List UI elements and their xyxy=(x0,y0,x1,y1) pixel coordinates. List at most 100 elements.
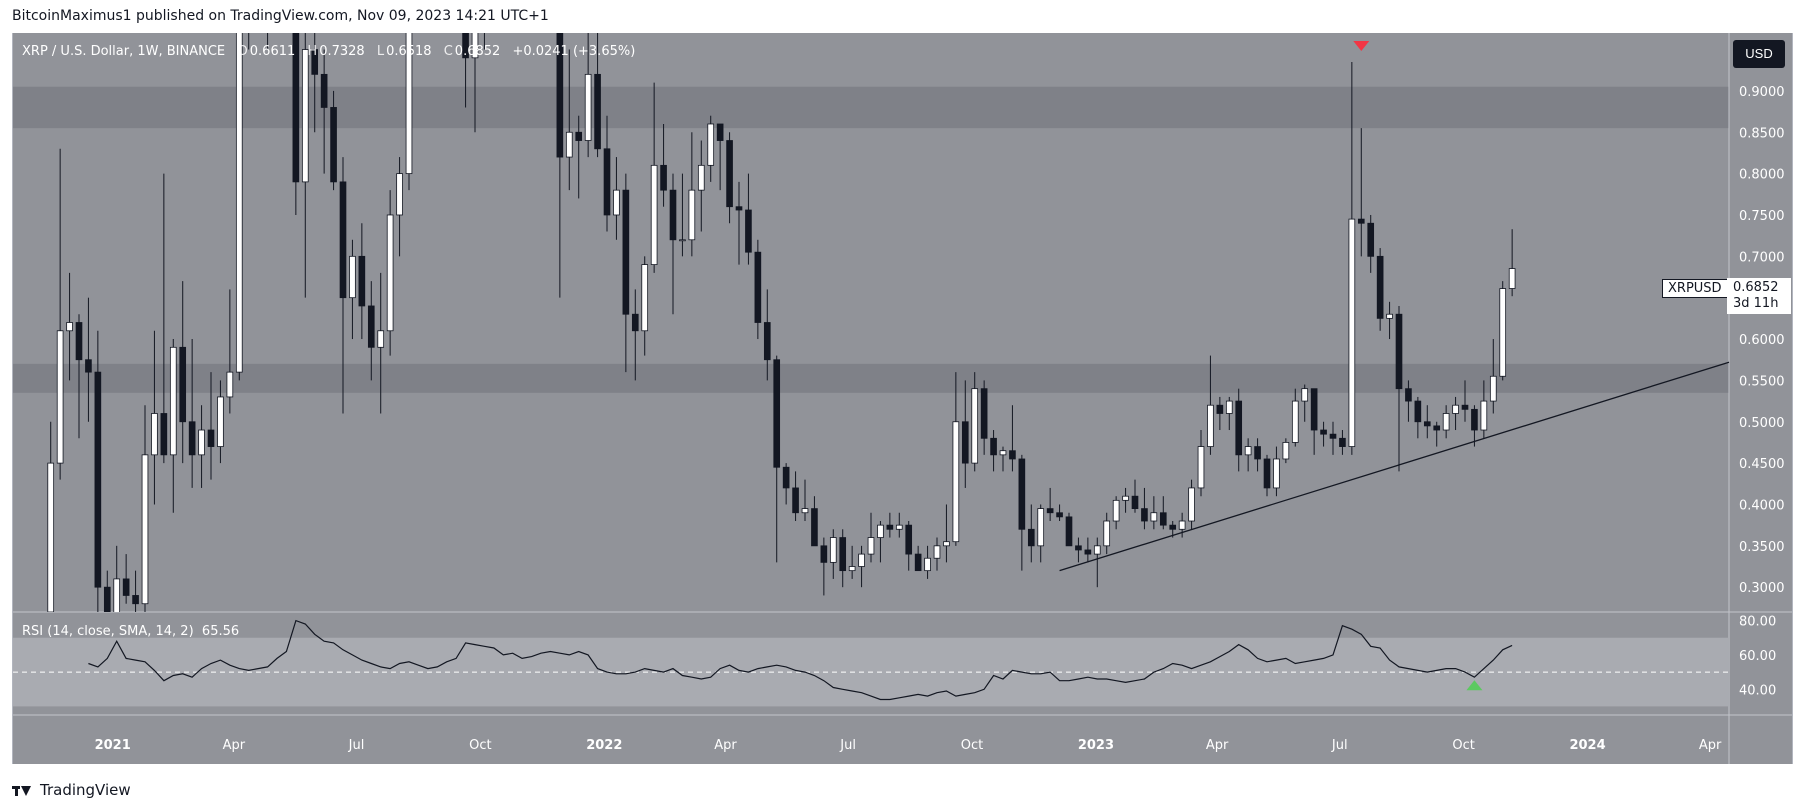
candle-81[interactable] xyxy=(792,487,799,514)
candle-20[interactable] xyxy=(217,396,224,447)
candle-33[interactable] xyxy=(339,181,347,299)
candle-121[interactable] xyxy=(1169,524,1177,530)
candle-143[interactable] xyxy=(1376,255,1384,319)
candle-60[interactable] xyxy=(594,73,601,150)
candle-87[interactable] xyxy=(848,566,856,572)
candle-66[interactable] xyxy=(650,164,658,265)
candle-123[interactable] xyxy=(1188,487,1195,522)
candle-76[interactable] xyxy=(745,209,752,253)
candle-154[interactable] xyxy=(1480,400,1488,431)
candle-150[interactable] xyxy=(1442,413,1450,431)
candle-36[interactable] xyxy=(367,305,375,348)
candle-15[interactable] xyxy=(169,346,177,456)
candle-2[interactable] xyxy=(47,462,55,612)
candle-102[interactable] xyxy=(990,437,997,456)
candle-55[interactable] xyxy=(548,0,554,8)
candle-17[interactable] xyxy=(188,421,196,456)
candle-157[interactable] xyxy=(1508,268,1516,289)
candle-86[interactable] xyxy=(839,537,847,572)
candle-28[interactable] xyxy=(292,0,300,183)
candle-98[interactable] xyxy=(952,421,960,543)
candle-122[interactable] xyxy=(1178,520,1186,530)
candle-137[interactable] xyxy=(1320,429,1327,435)
candle-94[interactable] xyxy=(914,553,922,572)
candle-101[interactable] xyxy=(980,388,988,439)
candle-132[interactable] xyxy=(1273,458,1280,489)
candle-11[interactable] xyxy=(132,595,139,605)
candle-153[interactable] xyxy=(1471,408,1478,431)
candle-155[interactable] xyxy=(1489,375,1497,402)
candle-112[interactable] xyxy=(1084,549,1092,555)
candle-156[interactable] xyxy=(1499,288,1507,377)
candle-63[interactable] xyxy=(622,189,630,315)
candle-64[interactable] xyxy=(631,313,639,332)
candle-108[interactable] xyxy=(1046,508,1054,514)
candle-147[interactable] xyxy=(1414,400,1422,423)
candle-105[interactable] xyxy=(1018,458,1026,530)
candle-127[interactable] xyxy=(1225,400,1233,414)
candle-131[interactable] xyxy=(1263,458,1271,489)
candle-35[interactable] xyxy=(358,255,366,307)
candle-84[interactable] xyxy=(820,545,828,563)
candle-7[interactable] xyxy=(94,371,102,588)
candle-138[interactable] xyxy=(1329,433,1337,439)
candle-48[interactable] xyxy=(482,0,488,8)
candle-136[interactable] xyxy=(1310,388,1318,431)
candle-109[interactable] xyxy=(1056,512,1063,518)
candle-9[interactable] xyxy=(113,578,121,653)
candle-117[interactable] xyxy=(1131,495,1139,510)
candle-88[interactable] xyxy=(858,553,865,567)
candle-125[interactable] xyxy=(1207,404,1214,447)
candle-10[interactable] xyxy=(122,578,130,596)
candle-104[interactable] xyxy=(1009,450,1016,460)
candle-114[interactable] xyxy=(1103,520,1111,547)
candle-144[interactable] xyxy=(1386,313,1393,319)
candle-85[interactable] xyxy=(829,537,837,563)
candle-152[interactable] xyxy=(1461,404,1469,410)
currency-button[interactable]: USD xyxy=(1733,40,1785,68)
candle-38[interactable] xyxy=(386,214,394,332)
candle-56[interactable] xyxy=(556,8,564,158)
candle-145[interactable] xyxy=(1395,313,1403,390)
candle-18[interactable] xyxy=(198,429,205,456)
candle-31[interactable] xyxy=(320,73,328,108)
candle-61[interactable] xyxy=(603,148,611,216)
candle-37[interactable] xyxy=(377,330,385,348)
candle-14[interactable] xyxy=(160,413,168,456)
candle-40[interactable] xyxy=(405,0,413,175)
candle-75[interactable] xyxy=(735,206,743,211)
candle-148[interactable] xyxy=(1423,421,1431,427)
candle-120[interactable] xyxy=(1159,512,1167,526)
candle-39[interactable] xyxy=(396,173,403,216)
candle-21[interactable] xyxy=(226,371,234,398)
candle-116[interactable] xyxy=(1122,495,1129,501)
candle-107[interactable] xyxy=(1037,508,1045,547)
candle-59[interactable] xyxy=(584,73,592,141)
candle-110[interactable] xyxy=(1065,516,1073,547)
candle-82[interactable] xyxy=(801,508,809,514)
candle-6[interactable] xyxy=(85,359,92,373)
candle-128[interactable] xyxy=(1235,400,1243,456)
candle-68[interactable] xyxy=(669,189,677,241)
candle-141[interactable] xyxy=(1357,218,1365,224)
candle-119[interactable] xyxy=(1150,512,1158,522)
candle-124[interactable] xyxy=(1197,446,1205,489)
candle-23[interactable] xyxy=(246,0,252,16)
candle-90[interactable] xyxy=(877,524,884,538)
candle-113[interactable] xyxy=(1093,545,1101,555)
candle-97[interactable] xyxy=(943,541,950,547)
candle-32[interactable] xyxy=(330,107,337,183)
candle-22[interactable] xyxy=(235,16,243,373)
candle-129[interactable] xyxy=(1244,446,1252,456)
candle-77[interactable] xyxy=(754,251,762,323)
candle-99[interactable] xyxy=(961,421,969,464)
candle-29[interactable] xyxy=(301,49,309,183)
candle-5[interactable] xyxy=(75,322,83,361)
candle-78[interactable] xyxy=(763,322,771,361)
candle-139[interactable] xyxy=(1339,437,1346,447)
candle-103[interactable] xyxy=(999,450,1007,456)
candle-133[interactable] xyxy=(1282,442,1290,460)
candle-46[interactable] xyxy=(462,0,469,59)
candle-16[interactable] xyxy=(179,346,187,423)
